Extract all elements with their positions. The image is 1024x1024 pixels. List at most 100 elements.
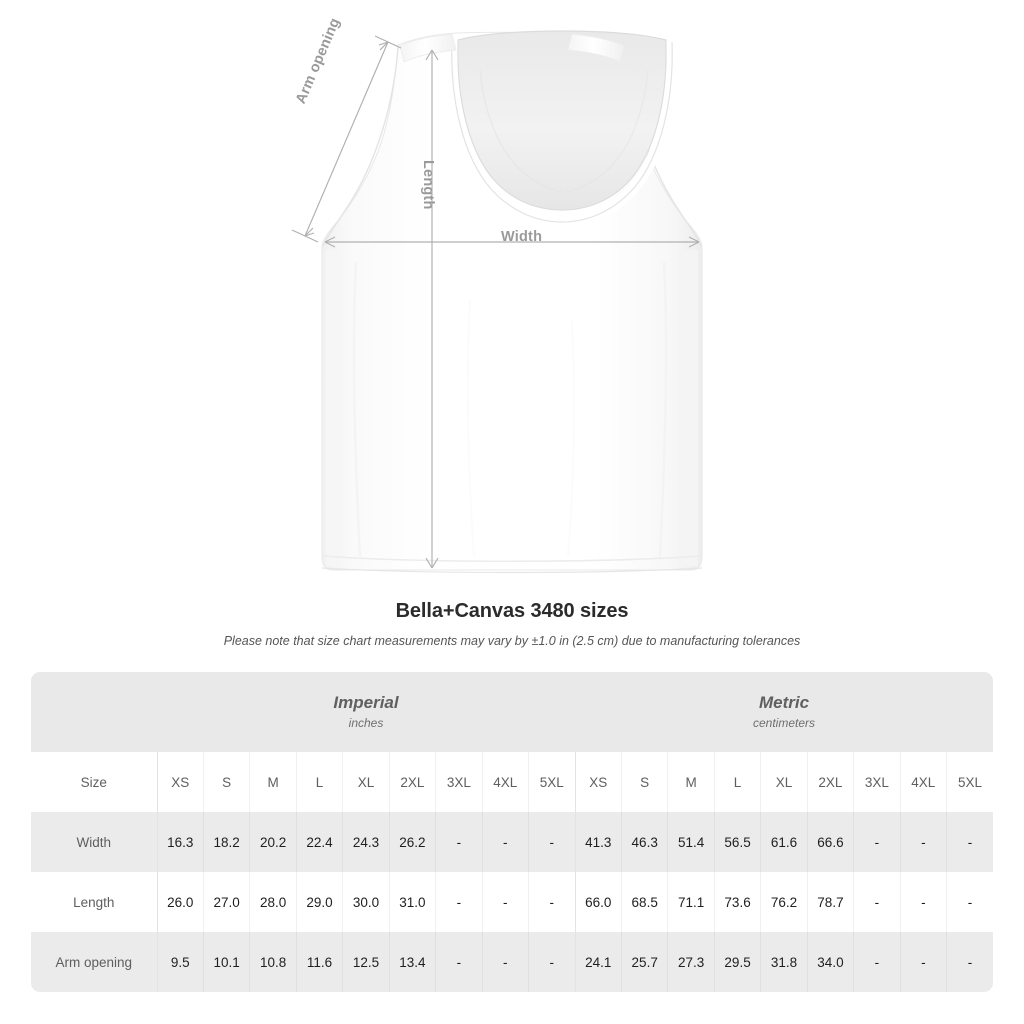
cell-length-imperial-xl: 30.0 xyxy=(342,872,390,932)
size-header-row: Size XS S M L XL 2XL 3XL 4XL 5XL XS S M L XL 2XL 3XL 4XL 5… xyxy=(31,752,993,812)
cell-width-imperial-m: 20.2 xyxy=(249,812,297,872)
cell-length-imperial-3xl: - xyxy=(435,872,483,932)
cell-arm-opening-imperial-xs: 9.5 xyxy=(156,932,204,992)
cell-length-metric-l: 73.6 xyxy=(713,872,761,932)
size-header-metric-4xl: 4XL xyxy=(899,752,947,812)
unit-system-name: Imperial xyxy=(333,692,399,712)
cell-arm-opening-metric-4xl: - xyxy=(899,932,947,992)
size-header-imperial-l: L xyxy=(295,752,343,812)
table-row: Width 16.3 18.2 20.2 22.4 24.3 26.2- - -41.3 46.3… xyxy=(31,812,993,872)
cell-arm-opening-metric-s: 25.7 xyxy=(620,932,668,992)
cell-length-imperial-2xl: 31.0 xyxy=(388,872,436,932)
size-header-imperial-xl: XL xyxy=(342,752,390,812)
cell-width-imperial-4xl: - xyxy=(481,812,529,872)
size-header-imperial-s: S xyxy=(202,752,250,812)
cell-arm-opening-metric-xl: 31.8 xyxy=(760,932,808,992)
cell-length-metric-m: 71.1 xyxy=(667,872,715,932)
cell-width-metric-4xl: - xyxy=(899,812,947,872)
size-header-imperial-5xl: 5XL xyxy=(528,752,576,812)
size-header-imperial-4xl: 4XL xyxy=(481,752,529,812)
cell-length-imperial-4xl: - xyxy=(481,872,529,932)
unit-system-unit: centimeters xyxy=(753,716,816,731)
row-label-width: Width xyxy=(31,812,157,872)
length-dimension xyxy=(425,49,439,569)
cell-width-metric-5xl: - xyxy=(946,812,993,872)
cell-width-imperial-l: 22.4 xyxy=(295,812,343,872)
size-header-metric-l: L xyxy=(713,752,761,812)
cell-arm-opening-imperial-m: 10.8 xyxy=(249,932,297,992)
cell-width-metric-s: 46.3 xyxy=(620,812,668,872)
garment-illustration: Arm opening Length Width xyxy=(291,16,703,574)
cell-arm-opening-imperial-5xl: - xyxy=(528,932,576,992)
unit-system-name: Metric xyxy=(758,692,810,712)
cell-length-imperial-m: 28.0 xyxy=(249,872,297,932)
cell-length-imperial-l: 29.0 xyxy=(295,872,343,932)
size-header-metric-m: M xyxy=(667,752,715,812)
unit-system-header-metric: Metric centimeters xyxy=(575,672,993,752)
cell-width-metric-l: 56.5 xyxy=(713,812,761,872)
cell-width-imperial-3xl: - xyxy=(435,812,483,872)
size-table: Imperial inches Metric centimeters Size XS S M L… xyxy=(31,672,993,992)
cell-width-metric-3xl: - xyxy=(853,812,901,872)
cell-length-imperial-5xl: - xyxy=(528,872,576,932)
cell-arm-opening-metric-m: 27.3 xyxy=(667,932,715,992)
size-column-label: Size xyxy=(31,752,157,812)
cell-length-imperial-xs: 26.0 xyxy=(156,872,204,932)
cell-arm-opening-imperial-xl: 12.5 xyxy=(342,932,390,992)
cell-length-metric-s: 68.5 xyxy=(620,872,668,932)
cell-width-imperial-s: 18.2 xyxy=(202,812,250,872)
banner-spacer-cell xyxy=(31,672,157,752)
cell-arm-opening-metric-l: 29.5 xyxy=(713,932,761,992)
unit-system-banner-row: Imperial inches Metric centimeters xyxy=(31,672,993,752)
size-header-imperial-2xl: 2XL xyxy=(388,752,436,812)
dimension-lines xyxy=(291,35,700,569)
cell-width-imperial-5xl: - xyxy=(528,812,576,872)
cell-length-metric-2xl: 78.7 xyxy=(806,872,854,932)
row-label-arm-opening: Arm opening xyxy=(31,932,157,992)
cell-width-imperial-xs: 16.3 xyxy=(156,812,204,872)
arm-opening-dimension xyxy=(291,35,402,243)
row-label-length: Length xyxy=(31,872,157,932)
cell-width-metric-xl: 61.6 xyxy=(760,812,808,872)
cell-length-imperial-s: 27.0 xyxy=(202,872,250,932)
size-header-metric-2xl: 2XL xyxy=(806,752,854,812)
cell-width-imperial-2xl: 26.2 xyxy=(388,812,436,872)
cell-length-metric-4xl: - xyxy=(899,872,947,932)
cell-length-metric-xs: 66.0 xyxy=(574,872,622,932)
table-row: Arm opening 9.5 10.1 10.8 11.6 12.5 13.4- - -24.… xyxy=(31,932,993,992)
size-header-metric-xs: XS xyxy=(574,752,622,812)
title-block: Bella+Canvas 3480 sizes Please note that… xyxy=(0,600,1024,648)
size-table-container: Imperial inches Metric centimeters Size XS S M L… xyxy=(31,672,993,992)
cell-length-metric-5xl: - xyxy=(946,872,993,932)
cell-width-metric-2xl: 66.6 xyxy=(806,812,854,872)
unit-system-unit: inches xyxy=(348,716,384,731)
cell-width-imperial-xl: 24.3 xyxy=(342,812,390,872)
cell-arm-opening-metric-3xl: - xyxy=(853,932,901,992)
size-header-metric-3xl: 3XL xyxy=(853,752,901,812)
size-header-imperial-3xl: 3XL xyxy=(435,752,483,812)
length-label: Length xyxy=(420,160,436,210)
cell-arm-opening-imperial-3xl: - xyxy=(435,932,483,992)
size-header-metric-5xl: 5XL xyxy=(946,752,993,812)
unit-system-header-imperial: Imperial inches xyxy=(157,672,576,752)
size-header-metric-xl: XL xyxy=(760,752,808,812)
width-dimension xyxy=(324,236,700,248)
tolerance-note: Please note that size chart measurements… xyxy=(223,634,801,648)
cell-arm-opening-imperial-4xl: - xyxy=(481,932,529,992)
tank-top-svg xyxy=(291,30,703,574)
cell-width-metric-xs: 41.3 xyxy=(574,812,622,872)
size-header-metric-s: S xyxy=(620,752,668,812)
cell-arm-opening-imperial-l: 11.6 xyxy=(295,932,343,992)
cell-arm-opening-imperial-s: 10.1 xyxy=(202,932,250,992)
cell-length-metric-3xl: - xyxy=(853,872,901,932)
width-label: Width xyxy=(501,229,543,245)
cell-width-metric-m: 51.4 xyxy=(667,812,715,872)
cell-arm-opening-metric-5xl: - xyxy=(946,932,993,992)
cell-arm-opening-metric-2xl: 34.0 xyxy=(806,932,854,992)
size-header-imperial-xs: XS xyxy=(156,752,204,812)
cell-length-metric-xl: 76.2 xyxy=(760,872,808,932)
shoulder-straps xyxy=(399,33,625,63)
page-title: Bella+Canvas 3480 sizes xyxy=(395,600,629,622)
cell-arm-opening-imperial-2xl: 13.4 xyxy=(388,932,436,992)
